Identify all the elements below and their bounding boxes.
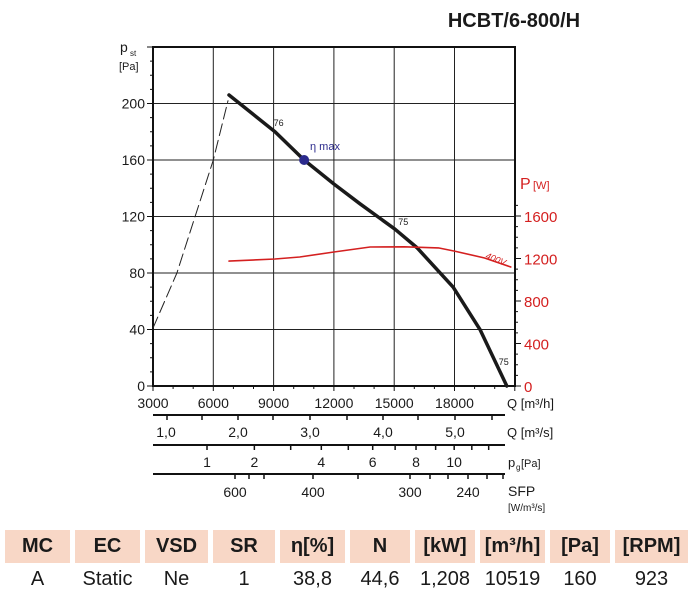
table-header-cell: SR (213, 530, 275, 563)
y2-tick-label: 800 (524, 294, 549, 311)
eta-max-point (299, 155, 310, 165)
table-header-cell: MC (5, 530, 70, 563)
y-tick-label: 200 (122, 96, 146, 112)
stall_limit-curve (152, 100, 229, 329)
y-axis-label: p (120, 39, 128, 55)
table-header-cell: N (350, 530, 410, 563)
sfp-axis-unit: [W/m³/s] (508, 503, 545, 514)
power-curve (228, 246, 512, 268)
x-tick-label: 3000 (137, 395, 168, 411)
efficiency-annotation: 75 (499, 357, 509, 367)
chart-title: HCBT/6-800/H (448, 10, 580, 32)
y2-tick-label: 0 (524, 379, 532, 396)
pg-axis-unit: [Pa] (521, 458, 541, 470)
table-header-cell: EC (75, 530, 140, 563)
secondary-tick-label: 6 (369, 454, 377, 470)
secondary-tick-label: 1,0 (156, 424, 176, 440)
table-header-cell: η[%] (280, 530, 345, 563)
y-axis-label-sub: st (130, 49, 137, 58)
y2-axis-label: P (520, 176, 531, 193)
y2-tick-label: 1200 (524, 252, 557, 269)
table-header-cell: [m³/h] (480, 530, 545, 563)
table-value-cell: 923 (634, 567, 669, 590)
x-axis-label: Q [m³/h] (507, 396, 554, 411)
table-value-cell: A (30, 567, 45, 590)
y-axis-unit: [Pa] (119, 61, 139, 73)
secondary-tick-label: 400 (301, 484, 325, 500)
x-tick-label: 6000 (198, 395, 229, 411)
secondary-tick-label: 4,0 (373, 424, 393, 440)
secondary-tick-label: 10 (446, 454, 462, 470)
secondary-tick-label: 5,0 (445, 424, 465, 440)
table-value-cell: 160 (563, 567, 597, 590)
efficiency-annotation: 76 (274, 118, 284, 128)
y-tick-label: 0 (137, 378, 145, 394)
secondary-tick-label: 1 (203, 454, 211, 470)
y2-axis-unit: [W] (533, 180, 550, 192)
secondary-tick-label: 2,0 (228, 424, 248, 440)
x-tick-label: 12000 (314, 395, 353, 411)
table-value-cell: Static (82, 567, 133, 590)
table-value-cell: 1,208 (419, 567, 471, 590)
secondary-tick-label: 3,0 (300, 424, 320, 440)
table-value-cell: 1 (238, 567, 250, 590)
table-header-cell: [Pa] (550, 530, 610, 563)
pressure-curve (227, 93, 509, 388)
y-tick-label: 160 (122, 152, 146, 168)
y2-tick-label: 1600 (524, 209, 557, 226)
secondary-tick-label: 600 (223, 484, 247, 500)
y-tick-label: 80 (129, 265, 145, 281)
pg-axis-label-sub: g (516, 463, 520, 472)
secondary-tick-label: 300 (398, 484, 422, 500)
secondary-tick-label: 2 (250, 454, 258, 470)
table-value-cell: 44,6 (360, 567, 400, 590)
x-tick-label: 9000 (258, 395, 289, 411)
table-header-cell: [kW] (415, 530, 475, 563)
efficiency-annotation: 75 (398, 217, 408, 227)
table-value-cell: Ne (163, 567, 190, 590)
sfp-axis-label: SFP (508, 483, 535, 499)
y2-tick-label: 400 (524, 337, 549, 354)
secondary-tick-label: 240 (456, 484, 480, 500)
secondary-tick-label: 8 (412, 454, 420, 470)
x-tick-label: 15000 (375, 395, 414, 411)
y-tick-label: 40 (129, 322, 145, 338)
table-value-cell: 10519 (484, 567, 541, 590)
table-header-cell: VSD (145, 530, 208, 563)
y-tick-label: 120 (122, 209, 146, 225)
pg-axis-label: p (508, 455, 515, 470)
eta-max-label: η max (310, 141, 340, 153)
table-header-cell: [RPM] (615, 530, 688, 563)
x-tick-label: 18000 (435, 395, 474, 411)
table-value-cell: 38,8 (293, 567, 332, 590)
secondary-tick-label: 4 (317, 454, 325, 470)
q-m3s-axis-label: Q [m³/s] (507, 425, 553, 440)
